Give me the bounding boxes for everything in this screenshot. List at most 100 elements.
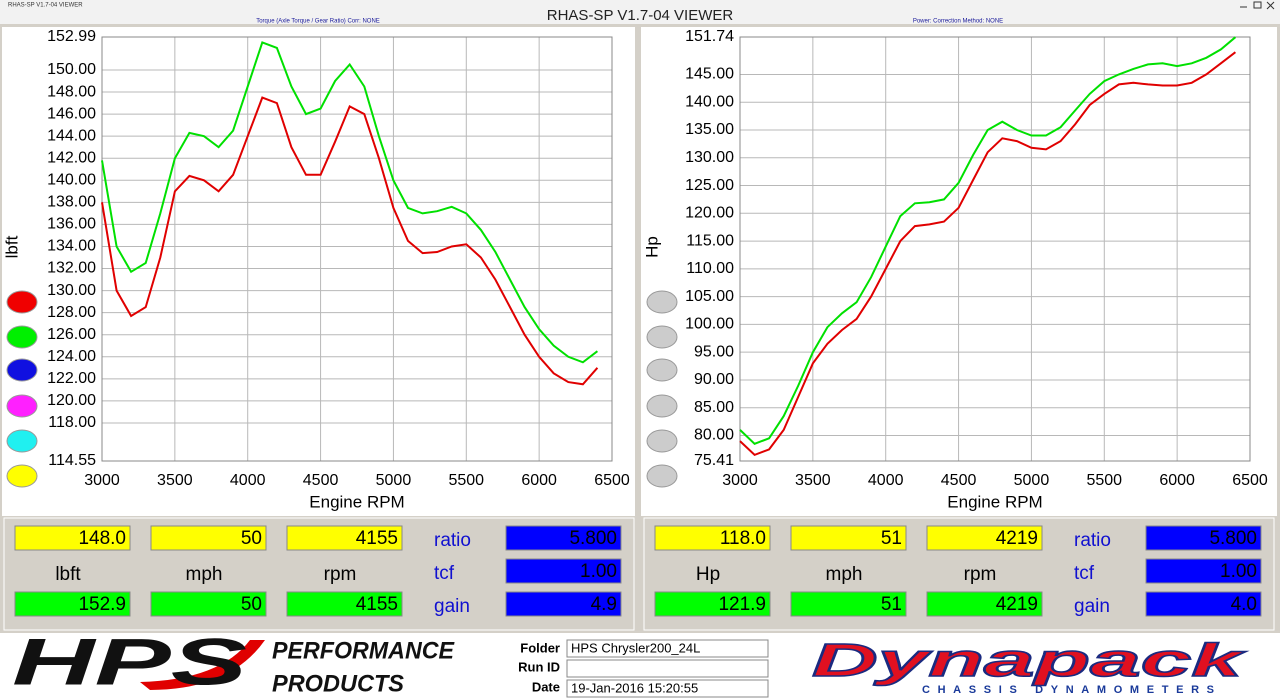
chart-subtitle: Power: Correction Method: NONE <box>913 19 1003 25</box>
legend-dot[interactable] <box>6 325 38 349</box>
setting-value: 1.00 <box>1220 561 1257 582</box>
readout-unit: mph <box>826 564 863 585</box>
series-line <box>101 96 599 386</box>
y-tick-label: 75.41 <box>694 452 734 469</box>
setting-value: 5.800 <box>1209 528 1257 549</box>
readout-value: 4219 <box>996 594 1038 615</box>
chart: Torque (Axle Torque / Gear Ratio) Corr: … <box>2 19 629 512</box>
run-id-field[interactable] <box>566 659 769 678</box>
y-tick-label: 145.00 <box>685 66 734 83</box>
readout-value: 121.9 <box>718 594 766 615</box>
x-tick-label: 5000 <box>1014 472 1050 489</box>
chart-subtitle: Torque (Axle Torque / Gear Ratio) Corr: … <box>256 19 380 25</box>
y-tick-label: 105.00 <box>685 288 734 305</box>
readout-unit: Hp <box>696 564 720 585</box>
y-tick-label: 124.00 <box>47 348 96 365</box>
logo-text: HPS <box>12 624 247 698</box>
y-tick-label: 151.74 <box>685 28 734 45</box>
legend-dot[interactable] <box>6 429 38 453</box>
setting-box[interactable] <box>505 558 622 584</box>
plot-frame <box>101 36 613 462</box>
setting-box[interactable] <box>1145 525 1262 551</box>
legend-dot[interactable] <box>6 394 38 418</box>
chart: Power: Correction Method: NONE 3000 3500 40… <box>642 19 1267 512</box>
logo-line: PERFORMANCE <box>272 637 455 664</box>
date-field[interactable] <box>566 679 769 698</box>
readout-value: 152.9 <box>78 594 126 615</box>
y-tick-label: 110.00 <box>686 260 734 277</box>
x-tick-label: 3000 <box>84 472 120 489</box>
readout-box <box>654 525 771 551</box>
folder-field[interactable] <box>566 639 769 658</box>
readout-box <box>790 525 907 551</box>
legend-dot[interactable] <box>646 394 678 418</box>
readout-box <box>14 525 131 551</box>
y-tick-label: 150.00 <box>47 61 96 78</box>
date-label: Date <box>532 679 560 694</box>
readout-value: 4155 <box>356 594 398 615</box>
setting-box[interactable] <box>1145 558 1262 584</box>
y-tick-label: 122.00 <box>47 370 96 387</box>
chart-panel <box>2 27 635 516</box>
setting-value: 1.00 <box>580 561 617 582</box>
readout-value: 51 <box>881 528 902 549</box>
legend-dot[interactable] <box>646 290 678 314</box>
x-tick-label: 6500 <box>1232 472 1268 489</box>
y-tick-label: 132.00 <box>47 260 96 277</box>
series-line <box>739 36 1237 445</box>
brand: Dynapack <box>812 634 1247 686</box>
window-title: RHAS-SP V1.7-04 VIEWER <box>547 7 734 24</box>
close[interactable] <box>1266 1 1275 10</box>
legend-dot[interactable] <box>646 464 678 488</box>
x-tick-label: 4000 <box>868 472 904 489</box>
title-bar <box>0 0 1280 24</box>
y-tick-label: 130.00 <box>685 149 734 166</box>
y-tick-label: 120.00 <box>47 392 96 409</box>
legend-dot[interactable] <box>646 358 678 382</box>
window-controls[interactable] <box>1240 1 1275 10</box>
readout-unit: rpm <box>324 564 357 585</box>
legend-dot[interactable] <box>646 429 678 453</box>
readout-box <box>150 591 267 617</box>
x-tick-label: 6500 <box>594 472 630 489</box>
y-tick-label: 114.55 <box>48 452 96 469</box>
setting-value: 4.0 <box>1231 594 1257 615</box>
setting-label: ratio <box>434 530 471 551</box>
series-line <box>101 41 599 364</box>
legend-dot[interactable] <box>6 358 38 382</box>
y-tick-label: 85.00 <box>694 399 734 416</box>
readout-box <box>654 591 771 617</box>
setting-value: 4.9 <box>591 594 617 615</box>
readout-box <box>150 525 267 551</box>
setting-box[interactable] <box>505 525 622 551</box>
plot-frame <box>739 36 1251 462</box>
x-axis-label: Engine RPM <box>309 492 404 511</box>
legend-dot[interactable] <box>6 290 38 314</box>
x-tick-label: 5500 <box>1086 472 1122 489</box>
setting-box[interactable] <box>505 591 622 617</box>
x-tick-label: 4000 <box>230 472 266 489</box>
maximize[interactable] <box>1253 1 1262 9</box>
color-legend <box>6 290 678 488</box>
readout-value: 50 <box>241 528 262 549</box>
y-tick-label: 100.00 <box>685 316 734 333</box>
setting-label: tcf <box>1074 563 1095 584</box>
legend-dot[interactable] <box>646 325 678 349</box>
y-tick-label: 130.00 <box>47 282 96 299</box>
legend-dot[interactable] <box>6 464 38 488</box>
x-tick-label: 5500 <box>448 472 484 489</box>
x-tick-label: 5000 <box>376 472 412 489</box>
readout-box <box>926 525 1043 551</box>
x-tick-label: 3500 <box>157 472 193 489</box>
readout-box <box>14 591 131 617</box>
setting-label: gain <box>434 596 470 617</box>
readout-unit: mph <box>186 564 223 585</box>
readout-box <box>286 525 403 551</box>
y-tick-label: 90.00 <box>694 371 734 388</box>
x-tick-label: 4500 <box>941 472 977 489</box>
y-tick-label: 152.99 <box>47 28 96 45</box>
setting-box[interactable] <box>1145 591 1262 617</box>
folder-label: Folder <box>520 640 560 655</box>
readout-box <box>790 591 907 617</box>
hps-logo: HPS PERFORMANCE PRODUCTS <box>12 624 455 698</box>
